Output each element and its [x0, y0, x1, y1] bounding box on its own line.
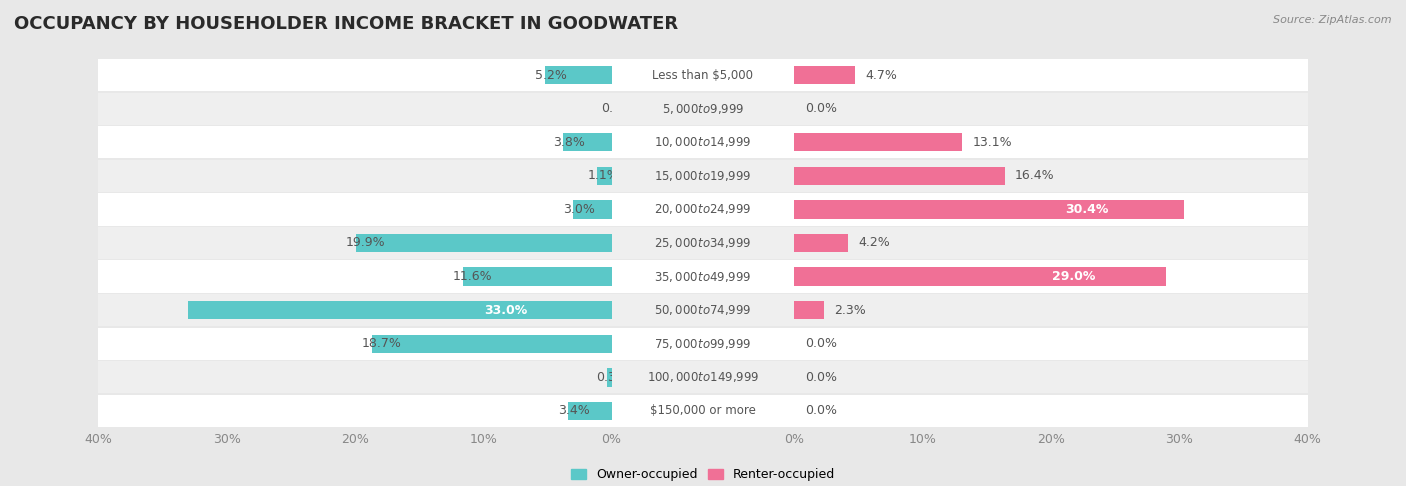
- Bar: [463, 267, 612, 286]
- Bar: [794, 395, 1308, 427]
- Bar: [794, 227, 1308, 259]
- Bar: [794, 167, 1005, 185]
- Bar: [612, 193, 794, 226]
- Text: OCCUPANCY BY HOUSEHOLDER INCOME BRACKET IN GOODWATER: OCCUPANCY BY HOUSEHOLDER INCOME BRACKET …: [14, 15, 678, 33]
- Text: 18.7%: 18.7%: [361, 337, 401, 350]
- Legend: Owner-occupied, Renter-occupied: Owner-occupied, Renter-occupied: [567, 464, 839, 486]
- Bar: [794, 126, 1308, 158]
- Text: 3.8%: 3.8%: [553, 136, 585, 149]
- Text: 16.4%: 16.4%: [1015, 169, 1054, 182]
- Bar: [794, 193, 1308, 226]
- Bar: [794, 66, 855, 85]
- Bar: [546, 66, 612, 85]
- Text: $10,000 to $14,999: $10,000 to $14,999: [654, 135, 752, 149]
- Text: 13.1%: 13.1%: [973, 136, 1012, 149]
- Bar: [574, 200, 612, 219]
- Bar: [794, 133, 963, 152]
- Bar: [98, 126, 612, 158]
- Bar: [794, 301, 824, 319]
- Text: Less than $5,000: Less than $5,000: [652, 69, 754, 82]
- Text: 3.0%: 3.0%: [562, 203, 595, 216]
- Bar: [794, 92, 1308, 125]
- Bar: [98, 193, 612, 226]
- Bar: [794, 294, 1308, 326]
- Text: 0.0%: 0.0%: [804, 404, 837, 417]
- Text: 5.2%: 5.2%: [534, 69, 567, 82]
- Bar: [612, 361, 794, 394]
- Text: 11.6%: 11.6%: [453, 270, 492, 283]
- Bar: [794, 200, 1184, 219]
- Text: 3.4%: 3.4%: [558, 404, 589, 417]
- Bar: [794, 160, 1308, 192]
- Text: 0.0%: 0.0%: [804, 371, 837, 384]
- Text: 4.7%: 4.7%: [865, 69, 897, 82]
- Text: 0.0%: 0.0%: [804, 102, 837, 115]
- Bar: [612, 227, 794, 259]
- Text: 0.0%: 0.0%: [602, 102, 633, 115]
- Text: $150,000 or more: $150,000 or more: [650, 404, 756, 417]
- Bar: [568, 401, 612, 420]
- Bar: [612, 260, 794, 293]
- Bar: [612, 126, 794, 158]
- Bar: [98, 328, 612, 360]
- Bar: [612, 294, 794, 326]
- Bar: [98, 227, 612, 259]
- Text: 2.3%: 2.3%: [834, 304, 866, 317]
- Text: 33.0%: 33.0%: [484, 304, 527, 317]
- Bar: [98, 294, 612, 326]
- Text: $35,000 to $49,999: $35,000 to $49,999: [654, 270, 752, 283]
- Bar: [794, 234, 848, 252]
- Bar: [612, 92, 794, 125]
- Text: $20,000 to $24,999: $20,000 to $24,999: [654, 203, 752, 216]
- Text: 30.4%: 30.4%: [1066, 203, 1108, 216]
- Text: 1.1%: 1.1%: [588, 169, 619, 182]
- Bar: [188, 301, 612, 319]
- Text: $15,000 to $19,999: $15,000 to $19,999: [654, 169, 752, 183]
- Text: 29.0%: 29.0%: [1052, 270, 1095, 283]
- Bar: [598, 167, 612, 185]
- Bar: [607, 368, 612, 386]
- Text: 4.2%: 4.2%: [859, 237, 890, 249]
- Bar: [98, 92, 612, 125]
- Text: 19.9%: 19.9%: [346, 237, 385, 249]
- Bar: [98, 395, 612, 427]
- Bar: [98, 160, 612, 192]
- Bar: [794, 328, 1308, 360]
- Text: $75,000 to $99,999: $75,000 to $99,999: [654, 337, 752, 351]
- Text: $25,000 to $34,999: $25,000 to $34,999: [654, 236, 752, 250]
- Text: $5,000 to $9,999: $5,000 to $9,999: [662, 102, 744, 116]
- Text: $100,000 to $149,999: $100,000 to $149,999: [647, 370, 759, 384]
- Bar: [98, 260, 612, 293]
- Bar: [794, 59, 1308, 91]
- Bar: [612, 160, 794, 192]
- Text: 0.37%: 0.37%: [596, 371, 637, 384]
- Bar: [98, 361, 612, 394]
- Bar: [612, 328, 794, 360]
- Bar: [562, 133, 612, 152]
- Bar: [794, 361, 1308, 394]
- Bar: [612, 59, 794, 91]
- Text: 0.0%: 0.0%: [804, 337, 837, 350]
- Bar: [612, 395, 794, 427]
- Bar: [794, 267, 1167, 286]
- Bar: [356, 234, 612, 252]
- Text: Source: ZipAtlas.com: Source: ZipAtlas.com: [1274, 15, 1392, 25]
- Bar: [794, 260, 1308, 293]
- Bar: [98, 59, 612, 91]
- Bar: [371, 334, 612, 353]
- Text: $50,000 to $74,999: $50,000 to $74,999: [654, 303, 752, 317]
